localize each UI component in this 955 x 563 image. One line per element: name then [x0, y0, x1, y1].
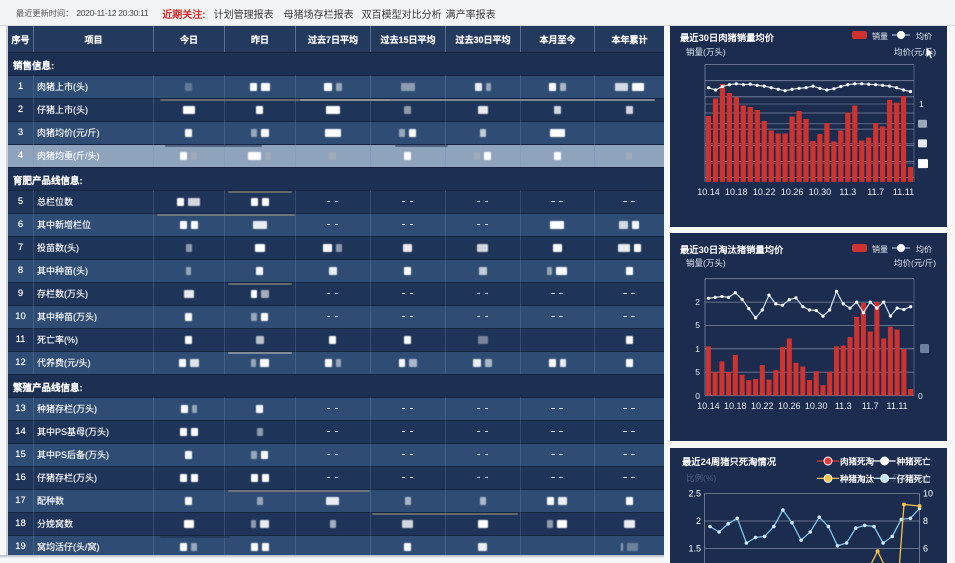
svg-text:仔猪死亡: 仔猪死亡	[897, 474, 932, 484]
svg-text:1: 1	[919, 99, 924, 109]
svg-text:销量: 销量	[872, 31, 888, 41]
svg-text:死亡率(%): 死亡率(%)	[892, 473, 931, 483]
svg-text:11.7: 11.7	[867, 187, 884, 197]
svg-text:2: 2	[696, 516, 701, 526]
svg-text:8: 8	[923, 516, 928, 526]
svg-text:1: 1	[695, 344, 700, 354]
svg-text:10.30: 10.30	[805, 401, 828, 411]
svg-text:11.3: 11.3	[835, 401, 852, 411]
svg-text:比例(%): 比例(%)	[686, 473, 716, 483]
svg-text:11.3: 11.3	[839, 187, 856, 197]
svg-text:0: 0	[695, 391, 700, 401]
svg-text:2: 2	[695, 297, 700, 307]
svg-text:10.14: 10.14	[697, 401, 720, 411]
svg-text:肉猪死淘: 肉猪死淘	[840, 457, 875, 467]
svg-text:最近30日淘汰猪销量均价: 最近30日淘汰猪销量均价	[680, 244, 784, 255]
svg-text:均价: 均价	[916, 31, 932, 41]
svg-text:10.22: 10.22	[753, 187, 776, 197]
svg-text:11.11: 11.11	[893, 187, 914, 197]
svg-text:种猪淘汰: 种猪淘汰	[839, 474, 875, 484]
svg-text:5: 5	[695, 367, 700, 377]
svg-text:10.26: 10.26	[781, 187, 804, 197]
svg-text:5: 5	[695, 320, 700, 330]
svg-text:销量: 销量	[872, 244, 888, 254]
svg-text:均价: 均价	[916, 244, 932, 254]
svg-text:最近24周猪只死淘情况: 最近24周猪只死淘情况	[682, 456, 777, 467]
svg-text:10.18: 10.18	[724, 401, 747, 411]
svg-text:销量(万头): 销量(万头)	[686, 258, 726, 268]
svg-text:10.22: 10.22	[751, 401, 774, 411]
svg-text:6: 6	[923, 544, 928, 554]
svg-text:10.14: 10.14	[697, 187, 720, 197]
svg-text:均价(元/斤): 均价(元/斤)	[894, 258, 936, 268]
svg-text:11.11: 11.11	[887, 401, 908, 411]
svg-text:1.5: 1.5	[688, 544, 701, 554]
svg-text:销量(万头): 销量(万头)	[686, 47, 726, 57]
svg-text:10: 10	[923, 489, 933, 499]
svg-text:2.5: 2.5	[688, 489, 701, 499]
svg-text:10.30: 10.30	[809, 187, 832, 197]
svg-text:11.7: 11.7	[862, 401, 879, 411]
svg-text:10.18: 10.18	[725, 187, 748, 197]
svg-text:种猪死亡: 种猪死亡	[896, 457, 932, 467]
svg-text:均价(元/斤): 均价(元/斤)	[894, 47, 936, 57]
svg-text:10.26: 10.26	[778, 401, 801, 411]
svg-text:0: 0	[918, 391, 923, 401]
svg-text:最近30日肉猪销量均价: 最近30日肉猪销量均价	[680, 32, 775, 43]
